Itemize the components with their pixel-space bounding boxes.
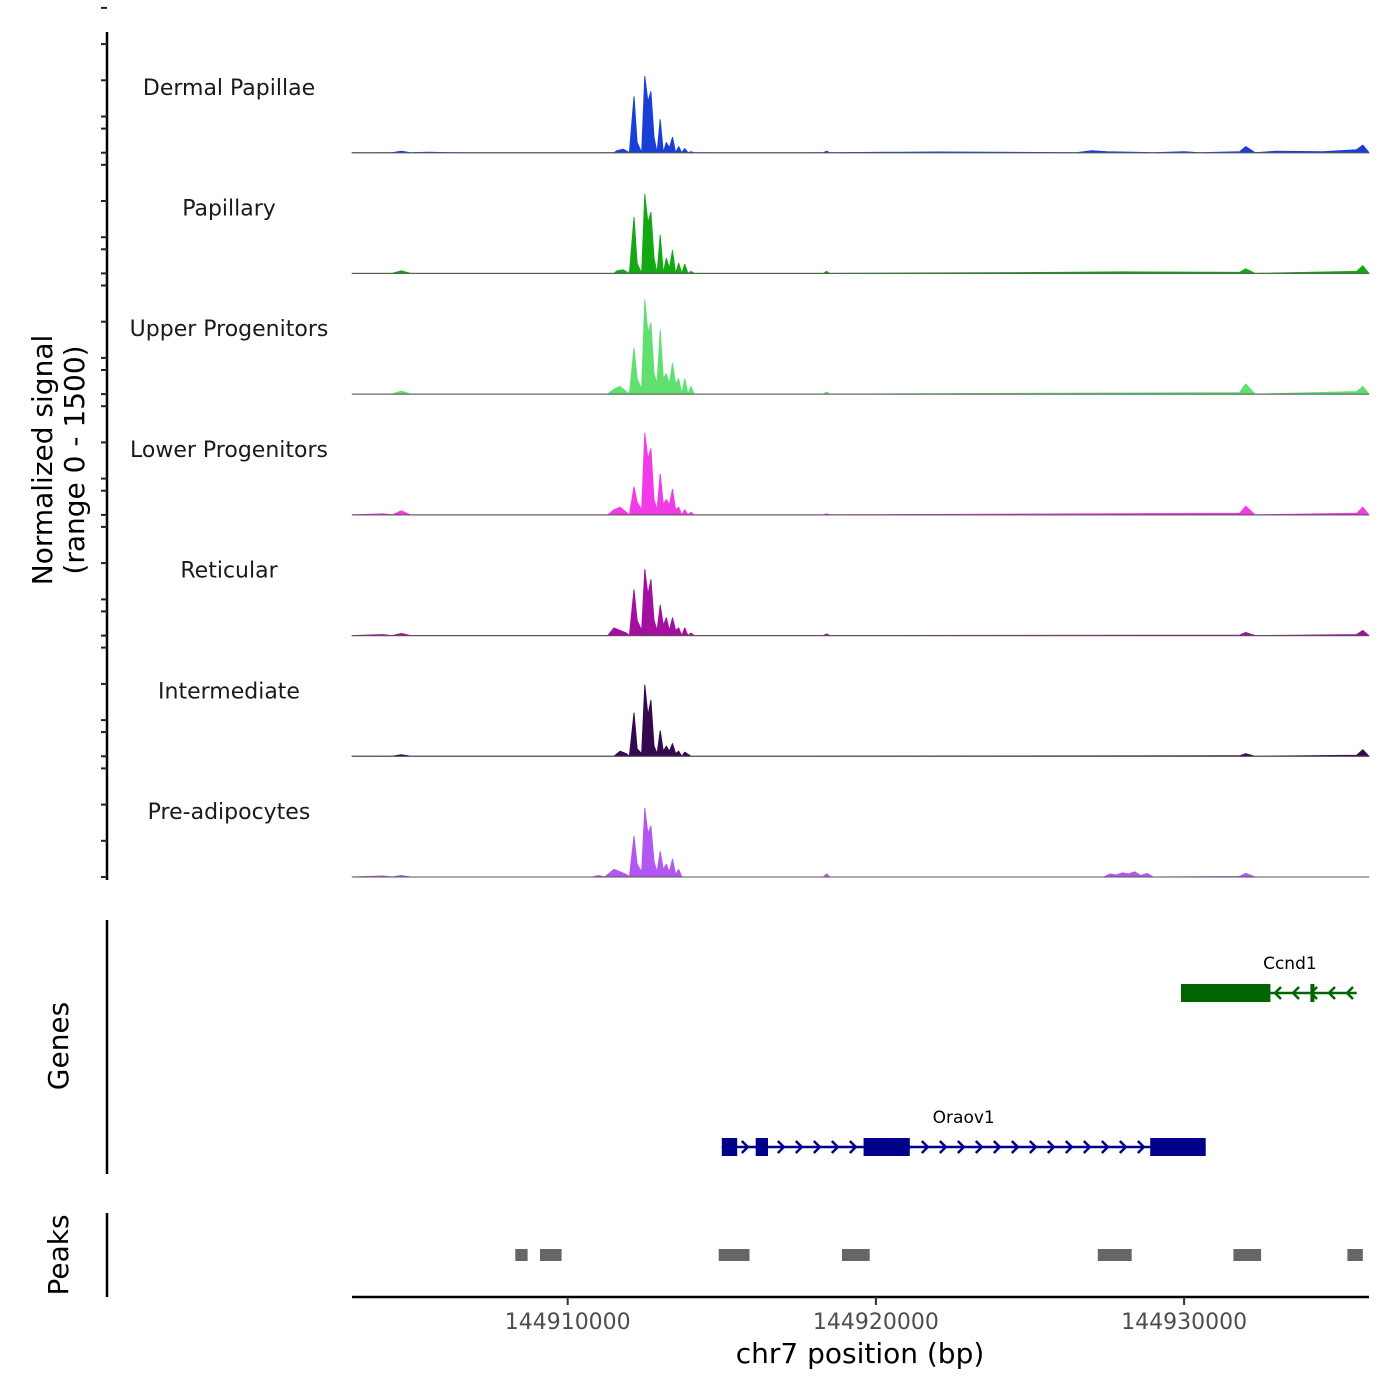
strand-chevron [1046, 1140, 1056, 1154]
track-label: Reticular [180, 559, 278, 584]
signal-area [351, 568, 1370, 637]
signal-area [351, 299, 1370, 395]
track-papillary: Papillary [182, 194, 1370, 274]
signal-area [351, 194, 1370, 274]
x-tick-label: 144920000 [813, 1310, 939, 1335]
strand-chevron [1136, 1140, 1146, 1154]
exon [863, 1138, 910, 1156]
track-label: Intermediate [158, 679, 300, 704]
signal-axis-ticks [101, 6, 107, 878]
strand-chevron [740, 1140, 750, 1154]
signal-area [351, 807, 1370, 878]
peaks-track-label: Peaks [42, 1214, 75, 1295]
strand-chevron [1327, 986, 1336, 1000]
x-axis-title: chr7 position (bp) [736, 1337, 985, 1370]
strand-chevron [1100, 1140, 1110, 1154]
strand-chevron [1082, 1140, 1092, 1154]
track-pre-adipocytes: Pre-adipocytes [148, 800, 1370, 878]
genes-track-label: Genes [42, 1002, 75, 1090]
track-upper-progenitors: Upper Progenitors [130, 299, 1370, 395]
peak [718, 1249, 750, 1261]
peak [842, 1249, 870, 1261]
x-tick-label: 144910000 [505, 1310, 631, 1335]
strand-chevron [1064, 1140, 1074, 1154]
strand-chevron [956, 1140, 966, 1154]
exon [1310, 984, 1315, 1002]
strand-chevron [1028, 1140, 1038, 1154]
strand-chevron [1291, 986, 1300, 1000]
peak [1097, 1249, 1132, 1261]
strand-chevron [1010, 1140, 1020, 1154]
track-label: Papillary [182, 197, 276, 222]
x-tick-label: 144930000 [1121, 1310, 1247, 1335]
strand-chevron [1345, 986, 1354, 1000]
track-label: Lower Progenitors [130, 438, 328, 463]
strand-chevron [938, 1140, 948, 1154]
strand-chevron [974, 1140, 984, 1154]
track-label: Pre-adipocytes [148, 800, 311, 825]
track-intermediate: Intermediate [158, 679, 1370, 757]
x-axis-ticks: 144910000 144920000 144930000 [505, 1297, 1247, 1335]
track-dermal-papillae: Dermal Papillae [143, 75, 1370, 154]
exon [1150, 1138, 1206, 1156]
signal-area [351, 432, 1370, 516]
exon [721, 1138, 738, 1156]
exon [1181, 984, 1271, 1002]
strand-chevron [992, 1140, 1002, 1154]
strand-chevron [848, 1140, 858, 1154]
gene-oraov1: Oraov1 [721, 1108, 1206, 1156]
gene-ccnd1: Ccnd1 [1181, 954, 1357, 1002]
strand-chevron [1273, 986, 1282, 1000]
peak [540, 1249, 562, 1261]
exon [755, 1138, 768, 1156]
peak-track [515, 1249, 1363, 1261]
gene-label: Ccnd1 [1263, 954, 1317, 974]
peak [1347, 1249, 1363, 1261]
track-reticular: Reticular [180, 559, 1370, 637]
strand-chevron [830, 1140, 840, 1154]
peak [1233, 1249, 1262, 1261]
peak [515, 1249, 528, 1261]
y-axis-title-line1: Normalized signal [26, 335, 59, 586]
signal-tracks: Dermal Papillae Papillary Upper Progenitor… [130, 75, 1370, 878]
gene-track: Ccnd1 Oraov1 [721, 954, 1357, 1156]
track-lower-progenitors: Lower Progenitors [130, 432, 1370, 516]
signal-area [351, 684, 1370, 757]
track-label: Upper Progenitors [130, 317, 329, 342]
strand-chevron [1118, 1140, 1128, 1154]
strand-chevron [794, 1140, 804, 1154]
strand-chevron [776, 1140, 786, 1154]
y-axis-title-line2: (range 0 - 1500) [58, 345, 91, 574]
signal-area [351, 75, 1370, 154]
gene-label: Oraov1 [933, 1108, 995, 1128]
strand-chevron [812, 1140, 822, 1154]
track-label: Dermal Papillae [143, 76, 315, 101]
strand-chevron [920, 1140, 930, 1154]
